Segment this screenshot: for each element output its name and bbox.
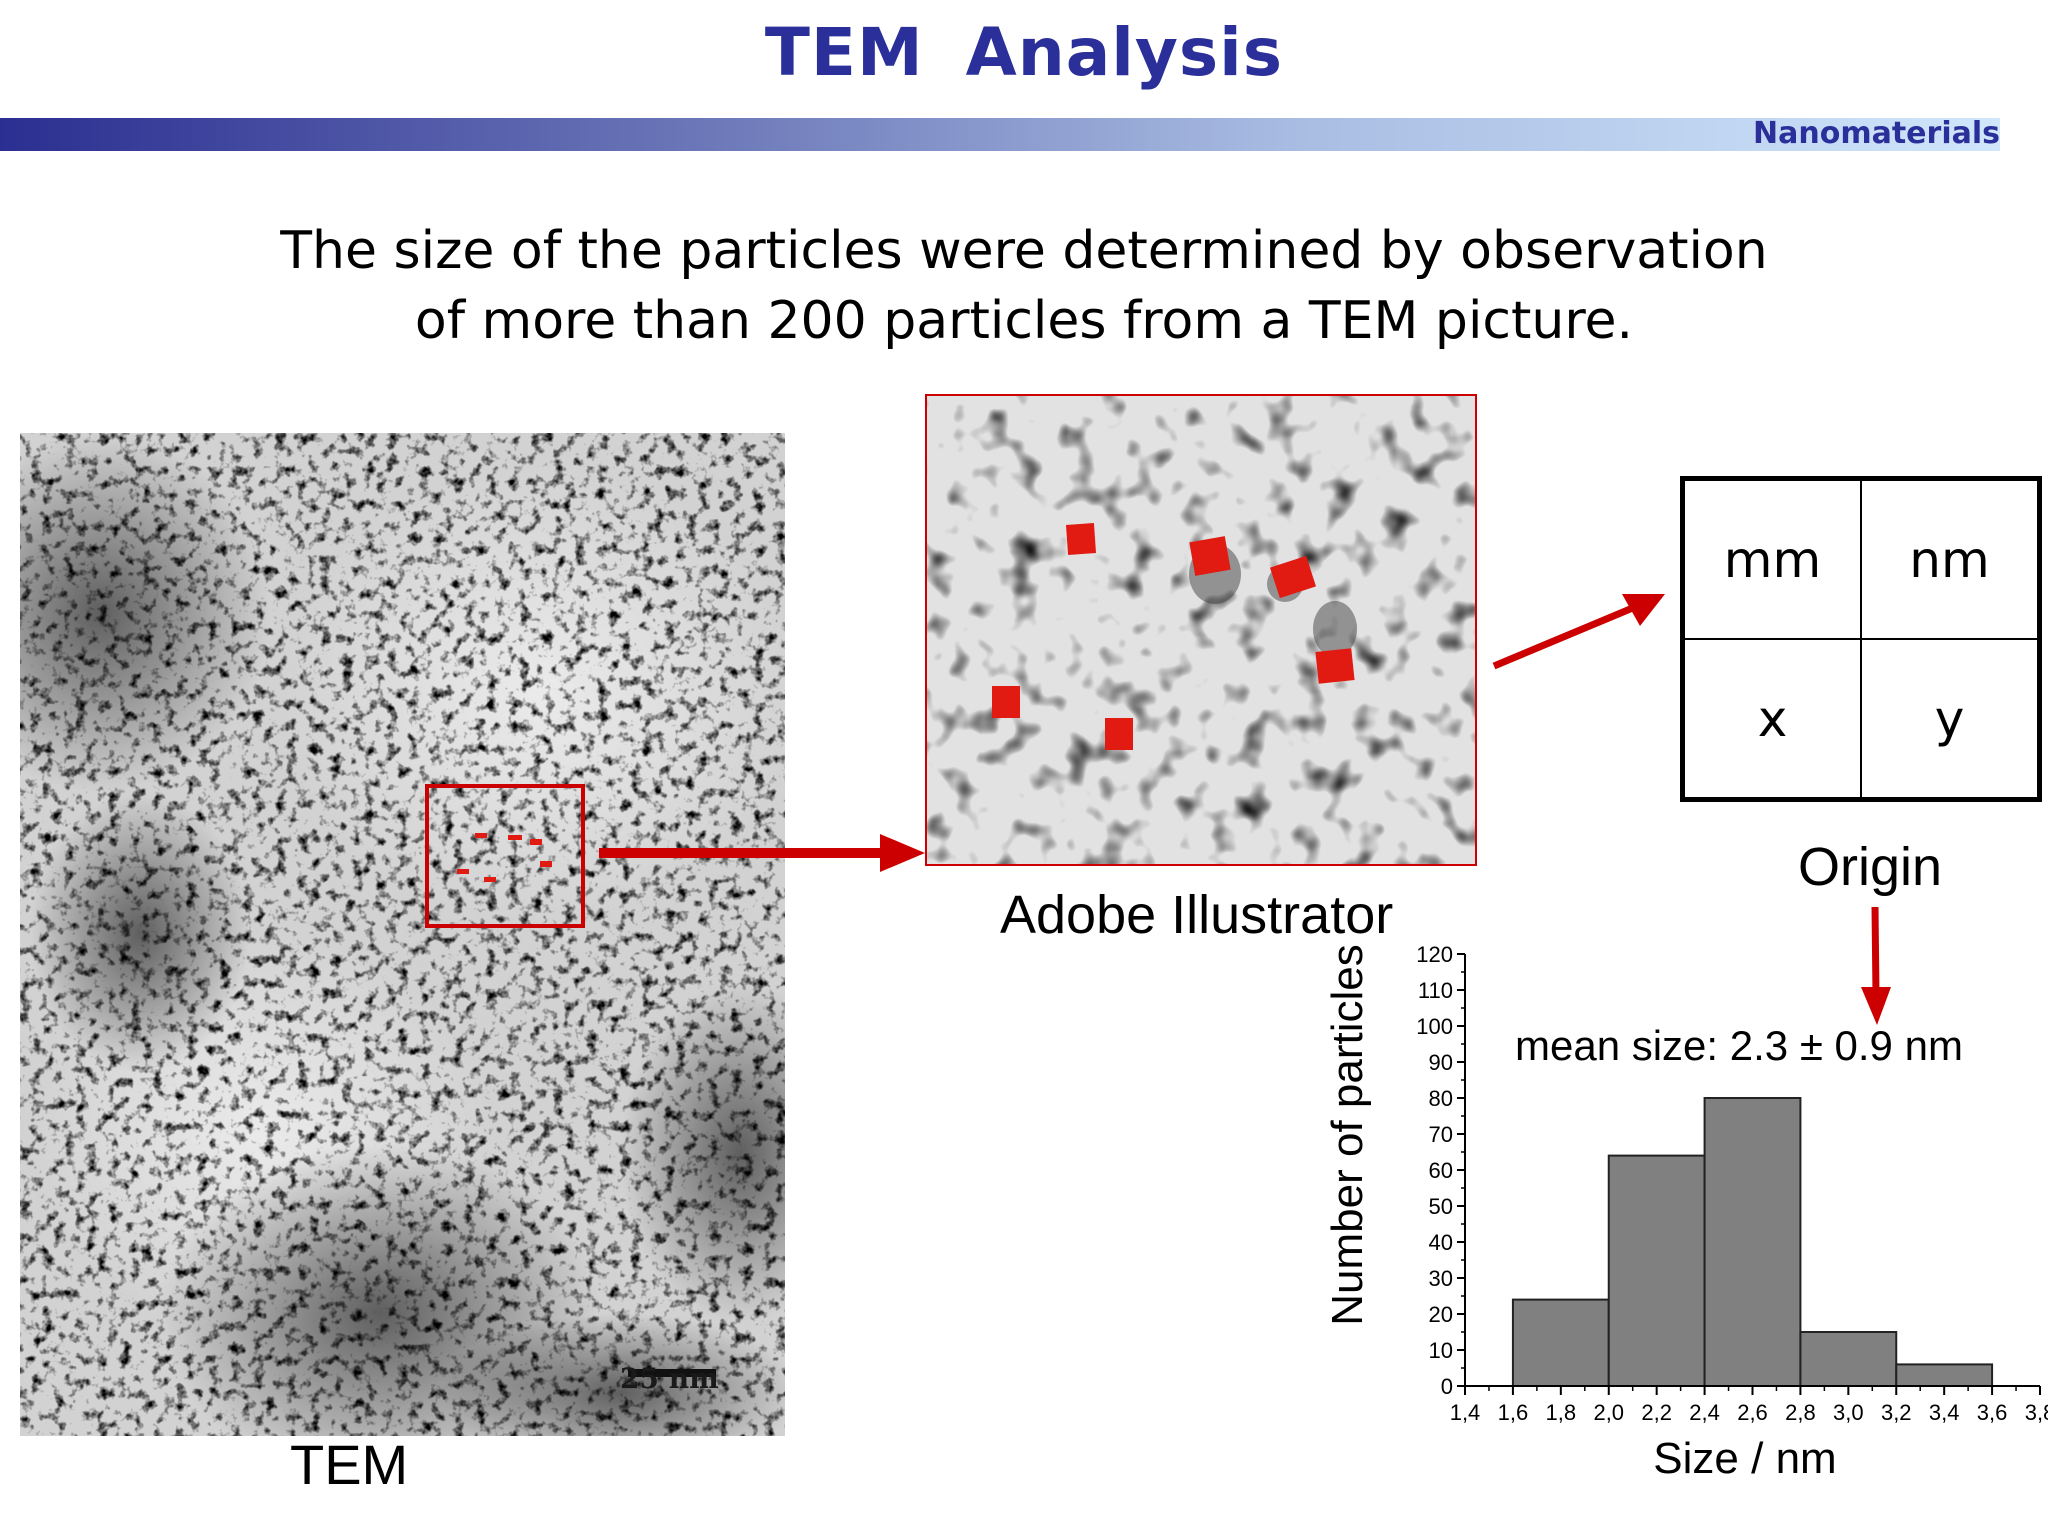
zoom-particle-markers [992,523,1355,750]
y-tick-label: 0 [1441,1374,1453,1399]
histogram-bar [1799,1331,1898,1387]
selection-box [425,784,585,928]
y-tick-label: 10 [1429,1338,1453,1363]
y-tick-label: 50 [1429,1194,1453,1219]
header-banner [0,118,2000,151]
y-tick-label: 60 [1429,1158,1453,1183]
histogram-axes [1457,953,2041,1395]
arrow-diagonal-icon [1492,594,1665,670]
x-tick-label: 3,6 [1977,1400,2008,1425]
y-tick-label: 100 [1416,1014,1453,1039]
histogram-bar [1607,1154,1706,1387]
y-tick-label: 80 [1429,1086,1453,1111]
histogram-bar [1511,1298,1610,1388]
slide-title: TEM Analysis [764,14,1284,91]
x-tick-label: 1,8 [1546,1400,1577,1425]
y-tick-label: 110 [1418,978,1453,1003]
arrow-right-icon [599,834,925,872]
table-cell: x [1681,638,1862,801]
zoom-caption: Adobe Illustrator [1000,885,1394,945]
table-cell: mm [1681,477,1862,640]
y-tick-labels: 0 10 20 30 40 50 60 70 80 90 100 110 120 [1416,942,1453,1399]
histogram-bars [1511,1097,1994,1388]
histogram-bar [1895,1363,1994,1387]
histogram-bar [1703,1097,1802,1387]
y-tick-label: 20 [1429,1302,1453,1327]
y-tick-label: 40 [1429,1230,1453,1255]
arrow-down-icon [1861,906,1891,1025]
x-tick-label: 2,8 [1785,1400,1816,1425]
x-tick-label: 3,2 [1881,1400,1912,1425]
tem-particle-markers [457,833,552,882]
intro-text: The size of the particles were determine… [0,216,2048,356]
table-cell: nm [1860,477,2041,640]
zoomed-particles-image [925,394,1477,866]
x-tick-label: 1,4 [1450,1400,1481,1425]
x-tick-label: 2,6 [1737,1400,1768,1425]
x-tick-label: 2,0 [1593,1400,1624,1425]
x-tick-labels: 1,4 1,6 1,8 2,0 2,2 2,4 2,6 2,8 3,0 3,2 3,4 3,6 3,8 [1450,1400,2048,1425]
x-tick-label: 2,4 [1689,1400,1720,1425]
x-tick-label: 1,6 [1498,1400,1529,1425]
y-tick-label: 30 [1429,1266,1453,1291]
tem-scale-label: 25 nm [620,1362,719,1395]
chart-annotation: mean size: 2.3 ± 0.9 nm [1515,1022,1963,1069]
y-tick-label: 120 [1416,942,1453,967]
size-histogram: 0 10 20 30 40 50 60 70 80 90 100 110 120 1,4 1,6 1,8 2,… [1323,942,2048,1483]
y-tick-label: 90 [1429,1050,1453,1075]
x-tick-label: 3,4 [1929,1400,1960,1425]
y-tick-label: 70 [1429,1122,1453,1147]
x-tick-label: 2,2 [1641,1400,1672,1425]
origin-caption: Origin [1798,837,1943,897]
table-row: mm nm [1681,477,2041,640]
tem-micrograph [20,433,785,1436]
banner-tag: Nanomaterials [1753,116,2000,151]
y-axis-label: Number of particles [1323,944,1372,1325]
table-cell: y [1860,638,2041,801]
tem-caption: TEM [290,1433,409,1496]
intro-line-1: The size of the particles were determine… [280,221,1768,281]
origin-data-table: mm nm x y [1680,476,2042,802]
x-tick-label: 3,0 [1833,1400,1864,1425]
x-tick-label: 3,8 [2025,1400,2048,1425]
intro-line-2: of more than 200 particles from a TEM pi… [414,291,1634,351]
x-axis-label: Size / nm [1653,1434,1836,1483]
table-row: x y [1681,638,2041,801]
